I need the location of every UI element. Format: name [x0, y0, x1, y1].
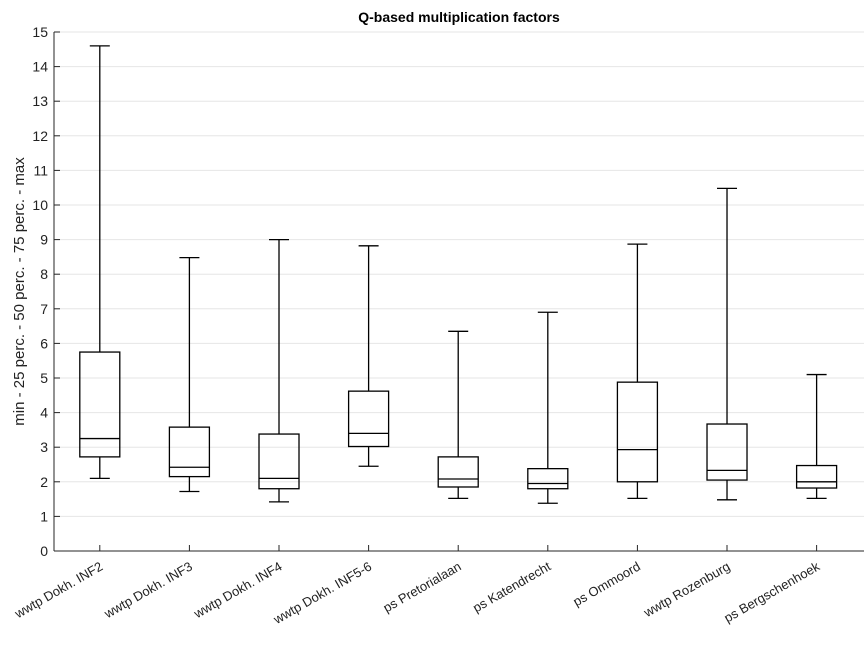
box-group: [168, 256, 211, 493]
box-group: [258, 238, 300, 503]
iqr-box: [527, 468, 569, 490]
y-tick-label: 1: [40, 508, 48, 524]
box-group: [79, 45, 121, 479]
y-tick-label: 13: [32, 93, 48, 109]
y-tick-label: 5: [40, 370, 48, 386]
x-tick-label: wwtp Dokh. INF4: [190, 559, 284, 622]
y-axis-label: min - 25 perc. - 50 perc. - 75 perc. - m…: [11, 157, 28, 426]
box-group: [527, 311, 569, 504]
box-group: [437, 330, 479, 500]
iqr-box: [168, 426, 211, 478]
x-tick-label: ps Bergschenhoek: [721, 558, 822, 625]
x-tick-label: ps Ommoord: [570, 559, 643, 610]
boxes: [79, 45, 838, 504]
y-tick-label: 15: [32, 24, 48, 40]
x-tick-label: wwtp Dokh. INF5-6: [270, 559, 374, 628]
iqr-box: [437, 456, 479, 488]
x-tick-label: wwtp Rozenburg: [640, 559, 732, 621]
y-tick-label: 14: [32, 59, 48, 75]
y-tick-label: 10: [32, 197, 48, 213]
chart-title: Q-based multiplication factors: [358, 9, 560, 25]
grid-lines: [54, 31, 864, 517]
box-group: [347, 245, 390, 467]
iqr-box: [347, 390, 390, 448]
iqr-box: [706, 423, 748, 481]
iqr-box: [79, 351, 121, 458]
y-tick-label: 7: [40, 301, 48, 317]
x-tick-label: ps Katendrecht: [470, 558, 554, 615]
x-tick-label: wwtp Dokh. INF3: [101, 559, 195, 622]
box-group: [616, 243, 659, 500]
x-tick-label: ps Pretorialaan: [380, 559, 463, 616]
y-tick-label: 2: [40, 474, 48, 490]
x-tick-label: wwtp Dokh. INF2: [11, 559, 105, 622]
iqr-box: [258, 433, 300, 490]
y-tick-label: 4: [40, 405, 48, 421]
y-tick-label: 8: [40, 266, 48, 282]
y-tick-label: 6: [40, 335, 48, 351]
axes: [53, 32, 864, 552]
iqr-box: [616, 381, 659, 483]
y-tick-label: 9: [40, 232, 48, 248]
y-tick-label: 11: [33, 162, 48, 178]
box-group: [795, 373, 838, 500]
iqr-box: [795, 464, 838, 489]
box-group: [706, 187, 748, 501]
y-tick-label: 3: [40, 439, 48, 455]
y-tick-label: 12: [32, 128, 48, 144]
y-tick-label: 0: [40, 543, 48, 559]
